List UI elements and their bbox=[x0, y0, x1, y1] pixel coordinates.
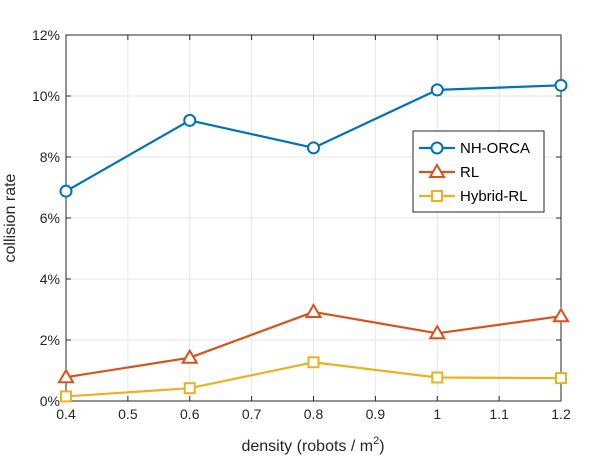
y-tick-label: 0% bbox=[40, 393, 60, 409]
x-tick-label: 0.6 bbox=[180, 406, 200, 422]
y-axis-label: collision rate bbox=[2, 173, 19, 262]
data-point-nh-orca bbox=[430, 83, 444, 97]
legend-label-nh-orca: NH-ORCA bbox=[460, 140, 530, 157]
data-point-nh-orca bbox=[554, 78, 568, 92]
data-point-hybrid-rl bbox=[307, 356, 320, 369]
data-point-nh-orca bbox=[307, 141, 320, 155]
x-tick-label: 1.1 bbox=[489, 406, 509, 422]
legend-label-rl: RL bbox=[460, 164, 479, 181]
data-point-hybrid-rl bbox=[60, 390, 72, 403]
y-tick-label: 12% bbox=[32, 27, 60, 43]
data-point-rl bbox=[552, 307, 570, 323]
data-point-rl bbox=[181, 348, 199, 364]
data-point-nh-orca bbox=[183, 113, 197, 127]
legend-label-hybrid-rl: Hybrid-RL bbox=[460, 188, 528, 205]
data-point-nh-orca bbox=[59, 184, 73, 198]
y-tick-label: 2% bbox=[40, 332, 60, 348]
x-tick-label: 1.2 bbox=[551, 406, 571, 422]
x-tick-label: 0.8 bbox=[304, 406, 324, 422]
series-group bbox=[57, 78, 570, 403]
legend-marker-nh-orca bbox=[430, 141, 444, 155]
data-point-rl bbox=[57, 368, 75, 384]
x-tick-label: 1 bbox=[433, 406, 441, 422]
y-tick-label: 10% bbox=[32, 88, 60, 104]
data-point-hybrid-rl bbox=[431, 371, 444, 384]
data-point-hybrid-rl bbox=[183, 382, 196, 395]
x-axis-label: density (robots / m2) bbox=[241, 435, 384, 455]
plot-frame bbox=[65, 34, 562, 402]
x-tick-label: 0.5 bbox=[118, 406, 138, 422]
x-tick-label: 0.7 bbox=[242, 406, 262, 422]
y-tick-label: 8% bbox=[40, 149, 60, 165]
legend: NH-ORCA RL Hybrid-RL bbox=[412, 130, 545, 213]
tick-labels: 0.4 0.5 0.6 0.7 0.8 0.9 1 1.1 1.2 0% 2% 4% 6% 8% 10% 12… bbox=[32, 27, 571, 422]
x-tick-label: 0.4 bbox=[56, 406, 76, 422]
legend-marker-hybrid-rl bbox=[431, 190, 443, 202]
data-point-rl bbox=[428, 324, 446, 340]
y-tick-label: 6% bbox=[40, 210, 60, 226]
legend-marker-rl bbox=[428, 163, 446, 178]
data-point-rl bbox=[304, 302, 323, 318]
y-tick-label: 4% bbox=[40, 271, 60, 287]
x-tick-label: 0.9 bbox=[366, 406, 386, 422]
data-point-hybrid-rl bbox=[555, 372, 567, 385]
